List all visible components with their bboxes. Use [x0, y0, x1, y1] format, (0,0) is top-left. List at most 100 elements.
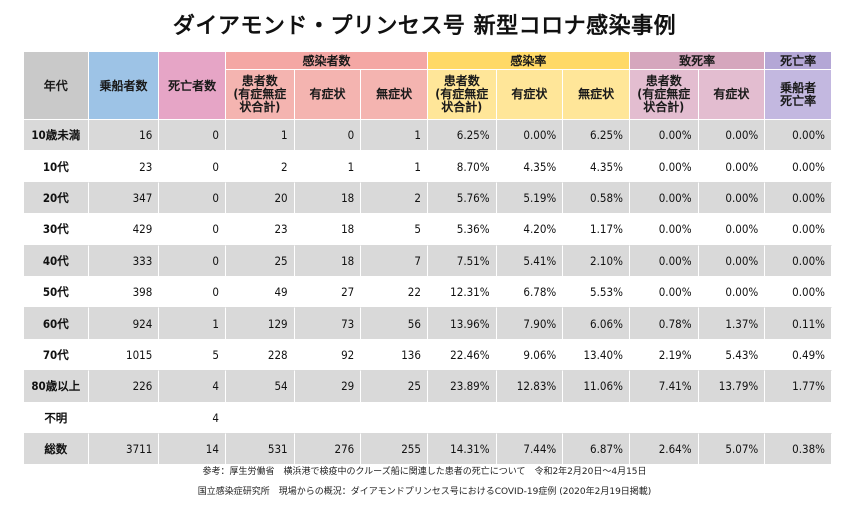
deaths-cell: 1	[159, 308, 226, 340]
fatality-total-cell: 2.19%	[629, 339, 699, 372]
rate-symptomatic-cell: 12.83%	[496, 371, 564, 403]
mortality-cell: 0.00%	[765, 276, 832, 309]
patients-cell: 25	[225, 245, 295, 277]
mortality-label-line1: 乗船者	[780, 80, 817, 95]
header-fatality-symptomatic: 有症状	[698, 70, 766, 120]
deaths-cell: 5	[159, 339, 226, 372]
symptomatic-cell: 27	[294, 276, 362, 309]
fatality-symptomatic-cell: 13.79%	[698, 371, 766, 403]
passengers-cell: 333	[88, 245, 160, 277]
table-row: 20代 347 0 20 18 2 5.76% 5.19% 0.58% 0.00…	[24, 182, 832, 215]
deaths-cell: 0	[159, 182, 226, 215]
rate-total-cell: 22.46%	[427, 339, 497, 372]
patients-label-line1: 患者数	[645, 74, 682, 88]
asymptomatic-cell: 2	[361, 182, 428, 215]
header-rate-symptomatic: 有症状	[496, 70, 564, 120]
rate-asymptomatic-cell: 6.06%	[563, 308, 630, 340]
fatality-symptomatic-cell	[698, 402, 766, 434]
table-row: 30代 429 0 23 18 5 5.36% 4.20% 1.17% 0.00…	[24, 214, 832, 246]
symptomatic-cell: 18	[294, 245, 362, 277]
age-cell: 10歳未満	[24, 120, 89, 152]
fatality-total-cell: 0.00%	[629, 120, 699, 152]
header-fatality-group: 致死率	[629, 52, 766, 70]
fatality-total-cell: 7.41%	[629, 371, 699, 403]
data-table: 年代 乗船者数 死亡者数 感染者数 感染率 致死率 死亡率 患者数 (有症無症 …	[24, 52, 832, 466]
age-cell: 30代	[24, 214, 89, 246]
patients-label-line3: 状合計)	[643, 100, 685, 114]
fatality-total-cell: 0.00%	[629, 245, 699, 277]
mortality-cell: 0.49%	[765, 339, 832, 372]
mortality-cell: 0.38%	[765, 433, 832, 466]
header-deaths: 死亡者数	[159, 52, 226, 120]
header-mortality-group: 死亡率	[765, 52, 832, 70]
patients-label-line1: 患者数	[241, 74, 278, 88]
fatality-symptomatic-cell: 0.00%	[698, 276, 766, 309]
header-mortality-passengers: 乗船者 死亡率	[765, 70, 832, 120]
fatality-total-cell: 0.00%	[629, 276, 699, 309]
rate-total-cell	[427, 402, 497, 434]
rate-asymptomatic-cell: 0.58%	[563, 182, 630, 215]
symptomatic-cell: 18	[294, 214, 362, 246]
rate-asymptomatic-cell: 4.35%	[563, 151, 630, 183]
fatality-total-cell: 0.00%	[629, 214, 699, 246]
patients-cell: 54	[225, 371, 295, 403]
asymptomatic-cell: 136	[361, 339, 428, 372]
mortality-cell: 0.00%	[765, 245, 832, 277]
age-cell: 60代	[24, 308, 89, 340]
patients-label-line3: 状合計)	[239, 100, 281, 114]
table-row: 50代 398 0 49 27 22 12.31% 6.78% 5.53% 0.…	[24, 276, 832, 309]
fatality-symptomatic-cell: 0.00%	[698, 182, 766, 215]
source-note-1: 参考：厚生労働省 横浜港で検疫中のクルーズ船に関連した患者の死亡について 令和2…	[202, 467, 647, 477]
rate-total-cell: 8.70%	[427, 151, 497, 183]
asymptomatic-cell: 22	[361, 276, 428, 309]
header-infected-group: 感染者数	[225, 52, 428, 70]
fatality-symptomatic-cell: 1.37%	[698, 308, 766, 340]
patients-cell: 2	[225, 151, 295, 183]
deaths-cell: 0	[159, 120, 226, 152]
patients-label-line1: 患者数	[443, 74, 480, 88]
mortality-cell: 1.77%	[765, 371, 832, 403]
patients-cell: 1	[225, 120, 295, 152]
rate-total-cell: 6.25%	[427, 120, 497, 152]
rate-asymptomatic-cell: 11.06%	[563, 371, 630, 403]
patients-cell: 228	[225, 339, 295, 372]
fatality-total-cell: 2.64%	[629, 433, 699, 466]
passengers-cell	[88, 402, 160, 434]
deaths-cell: 4	[159, 402, 226, 434]
mortality-cell: 0.11%	[765, 308, 832, 340]
patients-label-line2: (有症無症	[637, 87, 691, 101]
deaths-cell: 0	[159, 151, 226, 183]
symptomatic-cell: 92	[294, 339, 362, 372]
rate-symptomatic-cell: 5.19%	[496, 182, 564, 215]
mortality-cell: 0.00%	[765, 214, 832, 246]
rate-asymptomatic-cell: 1.17%	[563, 214, 630, 246]
mortality-cell	[765, 402, 832, 434]
rate-total-cell: 12.31%	[427, 276, 497, 309]
header-passengers: 乗船者数	[88, 52, 160, 120]
asymptomatic-cell: 255	[361, 433, 428, 466]
symptomatic-cell	[294, 402, 362, 434]
age-cell: 不明	[24, 402, 89, 434]
age-cell: 総数	[24, 433, 89, 466]
age-cell: 80歳以上	[24, 371, 89, 403]
symptomatic-cell: 18	[294, 182, 362, 215]
asymptomatic-cell: 1	[361, 120, 428, 152]
table-row: 40代 333 0 25 18 7 7.51% 5.41% 2.10% 0.00…	[24, 245, 832, 277]
passengers-cell: 23	[88, 151, 160, 183]
asymptomatic-cell: 25	[361, 371, 428, 403]
fatality-total-cell: 0.78%	[629, 308, 699, 340]
header-rate-asymptomatic: 無症状	[563, 70, 630, 120]
passengers-cell: 226	[88, 371, 160, 403]
header-fatality-patients: 患者数 (有症無症 状合計)	[629, 70, 699, 120]
symptomatic-cell: 276	[294, 433, 362, 466]
header-infected-patients: 患者数 (有症無症 状合計)	[225, 70, 295, 120]
rate-total-cell: 14.31%	[427, 433, 497, 466]
source-note-2: 国立感染症研究所 現場からの概況：ダイアモンドプリンセス号におけるCOVID-1…	[197, 487, 652, 497]
rate-total-cell: 5.36%	[427, 214, 497, 246]
deaths-cell: 0	[159, 245, 226, 277]
mortality-label-line2: 死亡率	[780, 93, 817, 108]
asymptomatic-cell	[361, 402, 428, 434]
rate-symptomatic-cell: 6.78%	[496, 276, 564, 309]
table-row: 10歳未満 16 0 1 0 1 6.25% 0.00% 6.25% 0.00%…	[24, 120, 832, 152]
rate-total-cell: 5.76%	[427, 182, 497, 215]
